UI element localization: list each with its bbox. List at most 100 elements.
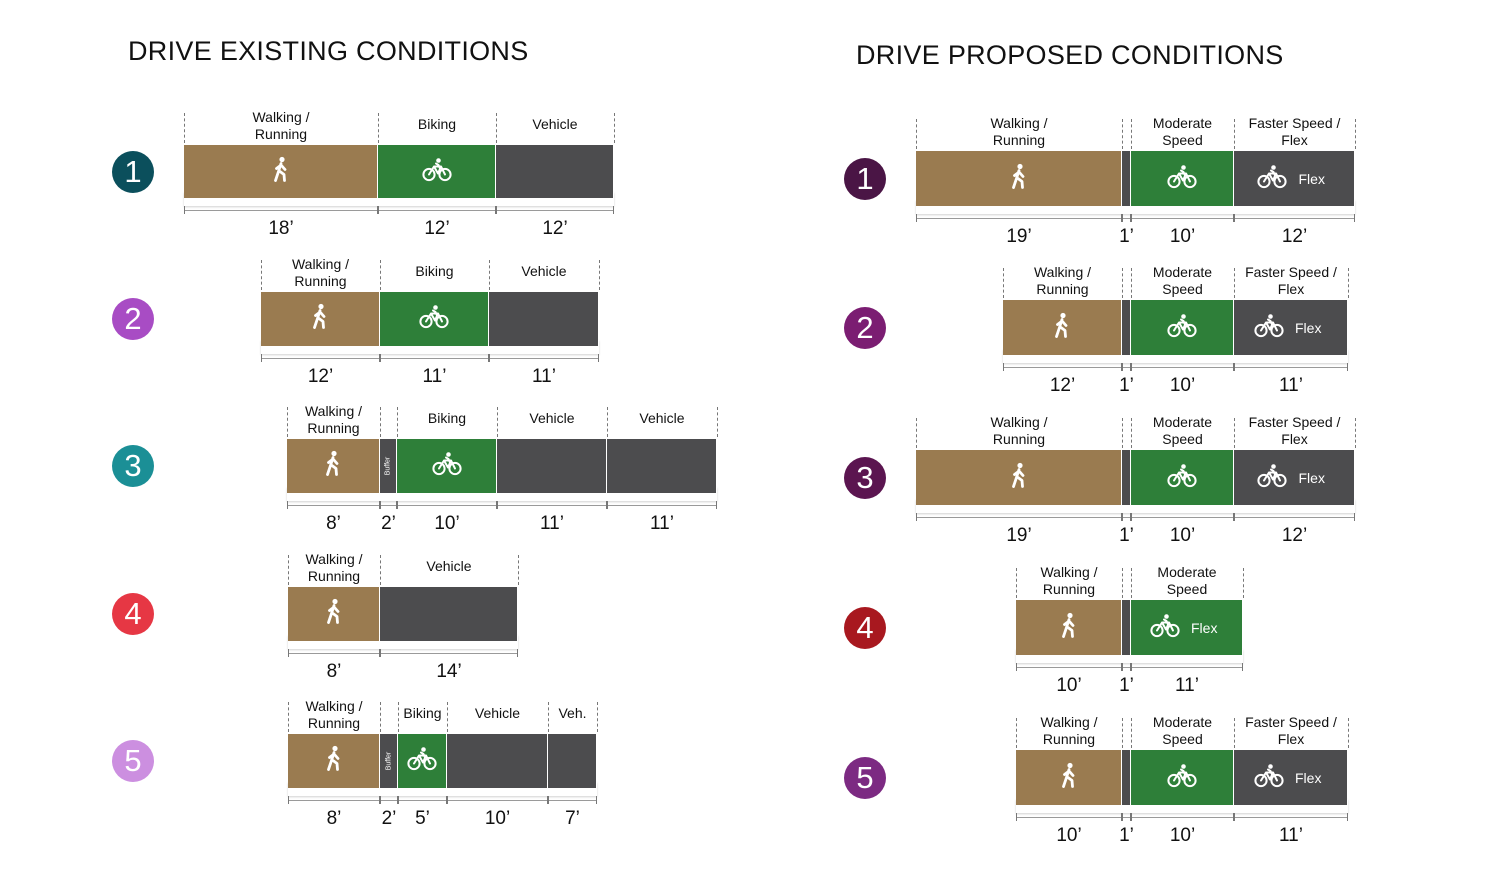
existing-row-4-badge: 4 [112,593,154,635]
boundary-tick [379,702,381,732]
lane-width: 10’ [1169,375,1196,396]
proposed-row-4-walk-lane [1016,600,1121,655]
existing-row-3-walk-lane [287,439,379,493]
proposed-row-5-bike-lane [1131,750,1233,805]
lane-width: 11’ [1279,375,1303,396]
boundary-tick [1121,568,1123,598]
buffer-label: Buffer [385,751,392,771]
lane-label: Faster Speed / Flex [1245,714,1337,747]
lane-width: 10’ [1056,675,1082,696]
proposed-row-5-veh-lane: Flex [1234,750,1347,805]
lane-width: 12’ [1049,375,1076,396]
proposed-row-2-walk-lane [1003,300,1121,355]
proposed-row-5-walk-lane [1016,750,1121,805]
lane-label: Walking / Running [990,414,1048,447]
boundary-tick [1121,268,1123,298]
lane-label: Walking / Running [304,403,363,436]
lane-label: Biking [403,705,442,721]
boundary-tick [446,702,448,732]
proposed-row-5-buf-lane [1122,750,1130,805]
lane-width: 11’ [540,513,564,534]
existing-row-5-badge: 5 [112,740,154,782]
proposed-row-4-buf-lane [1122,600,1130,655]
boundary-tick [287,555,289,585]
pedestrian-icon [324,450,342,482]
lane-width: 1’ [1119,675,1134,696]
lane-label: Moderate Speed [1152,115,1213,148]
dimension-line [398,796,447,804]
boundary-tick [495,113,497,143]
proposed-row-3-badge: 3 [844,456,886,499]
dimension-line [287,501,380,509]
boundary-tick [396,407,398,437]
lane-label: Vehicle [532,116,578,132]
lane-width: 19’ [1006,525,1032,546]
proposed-row-4-bike-lane: Flex [1131,600,1242,655]
lane-width: 11’ [422,366,447,387]
lane-width: 10’ [1169,525,1196,546]
boundary-tick [183,113,185,143]
lane-label: Faster Speed / Flex [1248,414,1341,447]
proposed-row-2-bike-lane [1131,300,1233,355]
boundary-tick [716,407,718,437]
proposed-row-2-badge: 2 [844,306,886,349]
bicycle-icon [1167,463,1197,492]
bicycle-icon [1167,763,1197,792]
boundary-tick [496,407,498,437]
dimension-line [1131,813,1234,821]
boundary-tick [260,260,262,290]
boundary-tick [377,113,379,143]
proposed-row-1-buf-lane [1122,151,1130,206]
lane-label: Walking / Running [1040,564,1098,597]
boundary-tick [1233,418,1235,448]
dimension-line [916,513,1122,521]
lane-label: Vehicle [639,410,685,426]
dimension-line [607,501,717,509]
existing-row-5-bike-lane [398,734,446,788]
lane-width: 14’ [436,661,462,682]
lane-label: Walking / Running [990,115,1048,148]
lane-label: Walking / Running [305,698,363,731]
existing-row-5-buf-lane: Buffer [380,734,397,788]
proposed-title: DRIVE PROPOSED CONDITIONS [856,40,1284,70]
pedestrian-icon [325,598,343,630]
dimension-line [1122,513,1131,521]
bicycle-icon [421,157,452,186]
boundary-tick [1130,418,1132,448]
dimension-line [380,354,489,362]
lane-label: Walking / Running [1040,714,1098,747]
dimension-line [548,796,597,804]
lane-label: Moderate Speed [1152,714,1213,747]
proposed-row-1-bike-lane [1131,151,1233,206]
lane-label: Faster Speed / Flex [1245,264,1337,297]
lane-width: 1’ [1119,375,1134,396]
existing-row-3-badge: 3 [112,445,154,487]
lane-width: 2’ [381,513,396,534]
existing-row-3-buf-lane: Buffer [380,439,396,493]
existing-row-5-veh-lane [447,734,547,788]
lane-width: 11’ [1279,825,1303,846]
dimension-line [1016,663,1122,671]
proposed-row-3-veh-lane: Flex [1234,450,1354,505]
lane-label: Veh. [558,705,587,721]
existing-row-3-veh-lane [497,439,606,493]
lane-label: Vehicle [529,410,575,426]
lane-width: 1’ [1119,825,1134,846]
bicycle-icon [1257,463,1287,492]
lane-label: Vehicle [521,263,567,279]
existing-row-4-veh-lane [380,587,517,641]
proposed-row-5-badge: 5 [844,756,886,799]
lane-width: 10’ [1169,825,1196,846]
lane-width: 12’ [542,218,568,239]
boundary-tick [1354,119,1356,149]
boundary-tick [1002,268,1004,298]
proposed-row-1-badge: 1 [844,157,886,200]
existing-title: DRIVE EXISTING CONDITIONS [128,36,529,66]
lane-width: 19’ [1006,226,1032,247]
existing-row-1-bike-lane [378,145,495,198]
dimension-line [288,649,380,657]
boundary-tick [1121,718,1123,748]
boundary-tick [379,260,381,290]
lane-width: 10’ [434,513,460,534]
boundary-tick [287,702,289,732]
